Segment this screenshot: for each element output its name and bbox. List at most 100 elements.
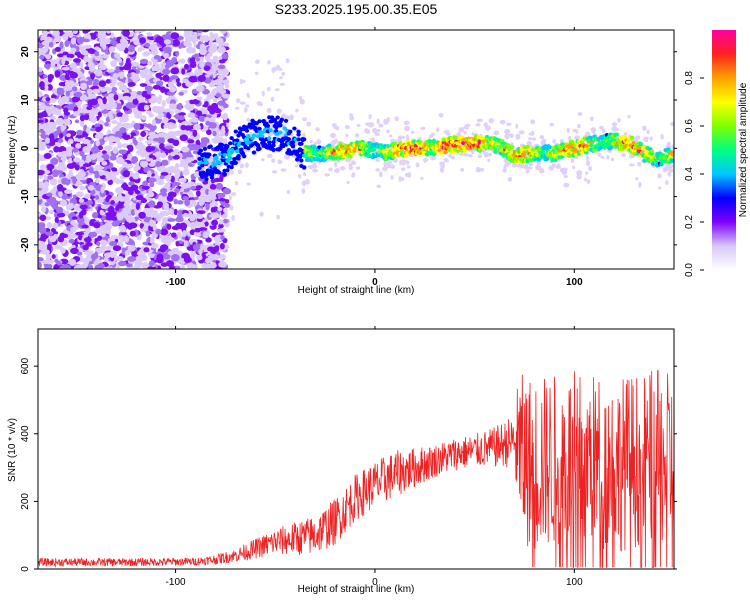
heatmap-cell xyxy=(83,114,90,121)
heatmap-cell xyxy=(126,217,133,223)
heatmap-cell xyxy=(127,81,136,87)
heatmap-cell xyxy=(100,204,109,210)
heatmap-cell xyxy=(316,139,322,145)
heatmap-cell xyxy=(281,72,286,76)
heatmap-cell xyxy=(96,156,104,163)
heatmap-cell xyxy=(283,118,289,123)
heatmap-cell xyxy=(128,189,134,195)
heatmap-cell xyxy=(509,145,515,150)
heatmap-cell xyxy=(614,132,619,137)
heatmap-cell xyxy=(148,187,153,194)
heatmap-cell xyxy=(348,154,353,159)
heatmap-cell xyxy=(483,122,488,128)
heatmap-cell xyxy=(131,249,137,258)
heatmap-cell xyxy=(228,195,232,201)
heatmap-cell xyxy=(206,129,212,136)
heatmap-cell xyxy=(100,103,106,111)
snr-frame xyxy=(37,328,675,570)
heatmap-cell xyxy=(38,261,42,269)
heatmap-cell xyxy=(166,223,172,230)
heatmap-cell xyxy=(371,147,377,152)
heatmap-cell xyxy=(617,117,621,123)
heatmap-cell xyxy=(156,201,164,208)
heatmap-cell xyxy=(119,73,125,80)
heatmap-cell xyxy=(94,194,100,200)
heatmap-cell xyxy=(56,87,64,92)
heatmap-cell xyxy=(212,43,218,50)
heatmap-cell xyxy=(51,59,61,65)
heatmap-cell xyxy=(210,200,219,208)
heatmap-cell xyxy=(376,128,381,133)
heatmap-cell xyxy=(385,144,391,149)
heatmap-cell xyxy=(195,85,205,92)
snr-x-axis-label: Height of straight line (km) xyxy=(298,584,415,595)
heatmap-cell xyxy=(518,130,525,135)
heatmap-cell xyxy=(400,176,405,181)
heatmap-cell xyxy=(123,235,130,243)
heatmap-cell xyxy=(463,152,469,157)
heatmap-cell xyxy=(68,258,77,266)
heatmap-cell xyxy=(207,37,216,42)
heatmap-cell xyxy=(237,169,243,175)
heatmap-cell xyxy=(172,39,180,47)
heatmap-cell xyxy=(97,263,105,269)
heatmap-cell xyxy=(538,168,545,174)
heatmap-cell xyxy=(398,135,403,140)
heatmap-cell xyxy=(100,231,106,238)
heatmap-cell xyxy=(328,167,333,172)
heatmap-cell xyxy=(301,137,307,142)
heatmap-cell xyxy=(218,219,224,225)
heatmap-cell xyxy=(276,108,282,114)
heatmap-cell xyxy=(175,50,180,57)
heatmap-cell xyxy=(131,156,139,164)
heatmap-cell xyxy=(627,114,631,119)
heatmap-cell xyxy=(212,73,217,78)
heatmap-cell xyxy=(379,171,383,178)
heatmap-cell xyxy=(202,231,209,239)
heatmap-cell xyxy=(59,199,68,207)
heatmap-cell xyxy=(94,51,100,57)
heatmap-cell xyxy=(159,210,166,216)
heatmap-cell xyxy=(42,186,49,193)
heatmap-cell xyxy=(99,221,104,226)
heatmap-cell xyxy=(629,163,635,167)
heatmap-cell xyxy=(164,46,172,54)
heatmap-cell xyxy=(260,158,265,162)
heatmap-cell xyxy=(189,57,197,65)
heatmap-cell xyxy=(351,172,356,178)
y-tick-label: 20 xyxy=(20,46,31,58)
heatmap-cell xyxy=(146,32,153,37)
x-tick-label: -100 xyxy=(166,577,186,588)
heatmap-cell xyxy=(127,244,136,252)
heatmap-cell xyxy=(81,107,88,114)
x-tick-label: 100 xyxy=(566,577,583,588)
heatmap-cell xyxy=(45,54,52,60)
heatmap-cell xyxy=(88,166,94,174)
heatmap-cell xyxy=(211,80,216,88)
heatmap-cell xyxy=(198,227,208,232)
heatmap-cell xyxy=(86,88,93,95)
spectrogram-x-ticks: -100 0 100 xyxy=(166,27,583,288)
heatmap-cell xyxy=(106,68,115,73)
heatmap-cell xyxy=(178,91,184,96)
heatmap-cell xyxy=(176,82,182,87)
heatmap-cell xyxy=(100,240,108,246)
heatmap-cell xyxy=(440,164,446,169)
heatmap-cell xyxy=(218,254,226,260)
heatmap-cell xyxy=(61,34,69,39)
heatmap-cell xyxy=(111,120,118,124)
heatmap-cell xyxy=(89,127,98,132)
heatmap-cell xyxy=(102,54,109,59)
heatmap-cell xyxy=(147,177,157,183)
heatmap-cell xyxy=(642,125,647,132)
heatmap-cell xyxy=(195,255,203,261)
colorbar: 0.00.20.40.60.8 Normalized spectral ampl… xyxy=(684,30,749,277)
heatmap-cell xyxy=(214,245,220,252)
heatmap-cell xyxy=(271,170,278,174)
heatmap-cell xyxy=(160,244,169,251)
heatmap-cell xyxy=(294,157,300,162)
heatmap-cell xyxy=(105,196,110,203)
heatmap-cell xyxy=(184,198,190,207)
heatmap-cell xyxy=(144,94,152,100)
heatmap-cell xyxy=(218,136,224,143)
